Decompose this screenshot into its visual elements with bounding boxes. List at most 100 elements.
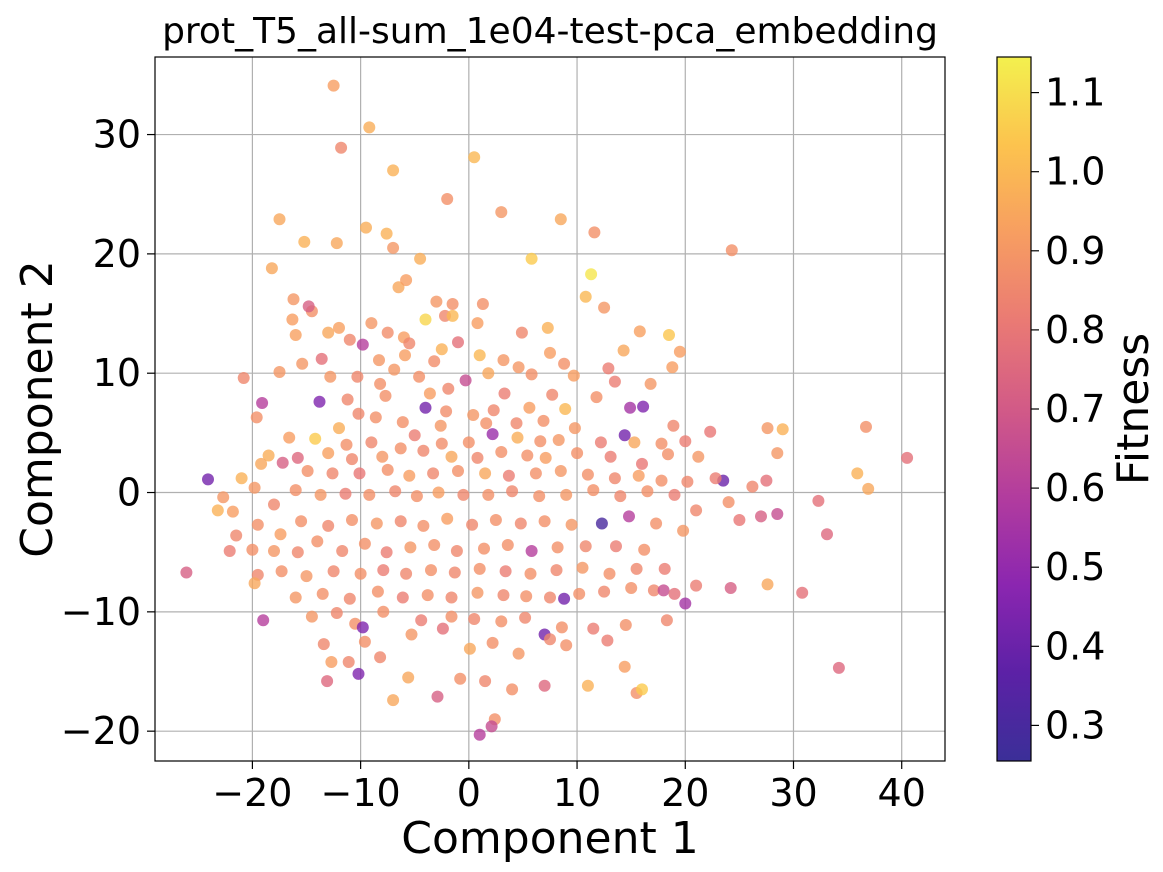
colorbar-ticks: 0.3 0.4 0.5 0.6 0.7 0.8 0.9 1.0 1.1	[1031, 71, 1105, 747]
data-point	[353, 467, 366, 480]
data-point	[300, 570, 313, 583]
data-point	[619, 619, 632, 631]
data-point	[552, 434, 565, 446]
data-point	[235, 472, 248, 485]
colorbar-tick-label: 0.6	[1045, 466, 1105, 510]
data-point	[268, 498, 280, 511]
data-point	[479, 675, 492, 688]
x-tick-label: 10	[553, 771, 601, 815]
x-tick-label: 40	[878, 771, 926, 815]
data-point	[663, 329, 675, 341]
data-point	[380, 546, 393, 559]
data-point	[473, 562, 486, 575]
data-point	[452, 336, 464, 349]
data-point	[560, 639, 573, 652]
data-point	[360, 221, 372, 234]
data-point	[356, 621, 369, 634]
data-point	[374, 377, 387, 390]
data-point	[598, 585, 611, 598]
data-point	[301, 465, 314, 477]
data-point	[354, 567, 367, 580]
data-point	[387, 694, 400, 707]
data-point	[662, 448, 674, 461]
data-point	[250, 411, 263, 424]
data-point	[495, 615, 508, 628]
data-point	[901, 451, 914, 464]
data-point	[498, 387, 511, 400]
data-point	[427, 467, 440, 480]
data-point	[230, 529, 243, 542]
data-point	[650, 517, 663, 530]
data-point	[478, 542, 490, 555]
data-point	[462, 436, 475, 449]
data-point	[394, 515, 407, 528]
data-point	[636, 457, 648, 470]
data-point	[333, 422, 345, 435]
data-point	[369, 411, 382, 424]
data-point	[590, 391, 603, 404]
data-point	[342, 656, 355, 668]
data-point	[428, 355, 441, 368]
data-point	[544, 591, 556, 604]
data-point	[275, 565, 288, 578]
data-point	[315, 352, 328, 365]
data-point	[679, 435, 692, 448]
data-point	[525, 368, 538, 381]
data-point	[776, 423, 789, 436]
data-point	[862, 482, 875, 495]
data-point	[551, 541, 564, 554]
data-point	[381, 326, 394, 339]
data-point	[436, 622, 449, 635]
data-point	[454, 672, 467, 685]
colorbar-tick-label: 1.1	[1045, 71, 1105, 115]
y-axis-title: Component 2	[12, 260, 63, 557]
data-point	[603, 567, 616, 580]
x-axis-ticks: −20 −10 0 10 20 30 40	[212, 761, 926, 815]
data-point	[559, 403, 572, 415]
data-point	[273, 213, 286, 226]
data-point	[351, 370, 364, 383]
data-point	[415, 614, 428, 627]
data-point	[358, 635, 371, 648]
data-point	[374, 651, 387, 664]
data-point	[725, 244, 738, 257]
data-point	[343, 333, 356, 346]
data-point	[655, 474, 668, 487]
data-point	[343, 592, 356, 605]
data-point	[289, 484, 302, 497]
data-point	[704, 425, 717, 438]
data-point	[468, 151, 481, 164]
data-point	[614, 490, 627, 503]
data-point	[573, 587, 586, 600]
data-point	[495, 446, 508, 458]
data-point	[445, 591, 458, 604]
x-tick-label: −10	[321, 771, 401, 815]
data-point	[761, 422, 774, 435]
data-point	[400, 567, 413, 580]
data-point	[356, 338, 369, 351]
data-point	[365, 317, 378, 330]
data-point	[501, 539, 514, 551]
data-point	[550, 564, 563, 577]
data-point	[525, 252, 538, 265]
data-point	[771, 447, 784, 460]
data-point	[482, 488, 495, 501]
data-point	[544, 633, 556, 646]
data-point	[373, 354, 385, 367]
data-point	[256, 397, 269, 409]
data-point	[641, 485, 654, 498]
data-point	[321, 675, 334, 688]
x-tick-label: 30	[769, 771, 817, 815]
data-point	[541, 321, 554, 334]
data-point	[760, 474, 773, 487]
colorbar-tick-label: 0.3	[1045, 703, 1105, 747]
x-axis-title: Component 1	[401, 813, 698, 864]
colorbar-tick-label: 0.5	[1045, 545, 1105, 589]
data-point	[327, 565, 340, 578]
data-point	[554, 465, 567, 477]
data-point	[330, 607, 343, 619]
data-point	[733, 514, 746, 526]
data-point	[302, 300, 315, 313]
data-point	[812, 494, 825, 507]
data-point	[421, 589, 434, 602]
